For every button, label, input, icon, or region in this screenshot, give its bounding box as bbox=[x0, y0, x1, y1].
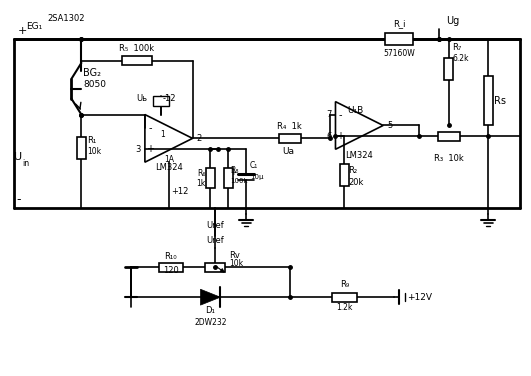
Text: 100k: 100k bbox=[230, 178, 248, 184]
Polygon shape bbox=[201, 289, 220, 305]
Text: +12: +12 bbox=[170, 188, 188, 197]
Text: 57160W: 57160W bbox=[383, 49, 415, 58]
Text: 1: 1 bbox=[160, 130, 165, 139]
Text: Rs: Rs bbox=[494, 96, 506, 106]
Text: R₁: R₁ bbox=[87, 136, 97, 145]
Text: BG₂: BG₂ bbox=[83, 68, 101, 78]
Text: U₁B: U₁B bbox=[347, 106, 364, 115]
Text: +12V: +12V bbox=[407, 293, 432, 302]
Bar bbox=[77, 137, 86, 159]
Text: R₃  10k: R₃ 10k bbox=[434, 154, 464, 163]
Text: -: - bbox=[148, 123, 152, 133]
Text: Uref: Uref bbox=[207, 236, 224, 245]
Text: Rv: Rv bbox=[229, 251, 240, 260]
Text: 10k: 10k bbox=[229, 259, 243, 268]
Bar bbox=[444, 58, 453, 80]
Bar bbox=[159, 263, 183, 272]
Text: R₆: R₆ bbox=[197, 168, 205, 177]
Text: 8050: 8050 bbox=[83, 80, 106, 89]
Text: +: + bbox=[146, 144, 154, 154]
Text: R₇: R₇ bbox=[452, 42, 462, 52]
Text: -: - bbox=[17, 193, 21, 206]
Text: LM324: LM324 bbox=[155, 163, 183, 172]
Text: R₄  1k: R₄ 1k bbox=[277, 122, 302, 131]
Bar bbox=[484, 76, 493, 126]
Text: 3: 3 bbox=[135, 145, 141, 153]
Text: 120: 120 bbox=[163, 266, 178, 275]
Bar bbox=[438, 132, 459, 141]
Text: U: U bbox=[14, 152, 22, 162]
Text: +: + bbox=[337, 131, 345, 141]
Bar bbox=[206, 168, 215, 188]
Text: in: in bbox=[22, 159, 29, 168]
Text: Ug: Ug bbox=[446, 16, 459, 26]
Bar bbox=[205, 263, 225, 272]
Text: 2SA1302: 2SA1302 bbox=[48, 14, 85, 23]
Text: C₁: C₁ bbox=[250, 161, 259, 170]
Text: -: - bbox=[339, 110, 342, 120]
Text: 1k: 1k bbox=[196, 179, 205, 188]
Bar bbox=[279, 134, 301, 143]
Text: -12: -12 bbox=[163, 94, 176, 103]
Bar bbox=[340, 164, 349, 186]
Text: 10μ: 10μ bbox=[250, 174, 263, 180]
Text: 10k: 10k bbox=[87, 147, 101, 156]
Text: R₅  100k: R₅ 100k bbox=[119, 44, 155, 53]
Text: 2DW232: 2DW232 bbox=[194, 317, 227, 326]
Text: +: + bbox=[18, 26, 27, 36]
Text: LM324: LM324 bbox=[346, 151, 373, 160]
Text: 5: 5 bbox=[387, 121, 392, 130]
Text: 1A: 1A bbox=[164, 155, 174, 164]
Text: R_i: R_i bbox=[393, 19, 405, 28]
Text: Uь: Uь bbox=[136, 94, 147, 103]
Text: EG₁: EG₁ bbox=[26, 22, 42, 31]
Text: Ua: Ua bbox=[282, 147, 294, 156]
Text: R₉: R₉ bbox=[340, 280, 349, 289]
Text: R₂: R₂ bbox=[348, 166, 357, 174]
Text: R₁₀: R₁₀ bbox=[165, 252, 177, 261]
Text: D₁: D₁ bbox=[205, 306, 216, 315]
Text: +: + bbox=[230, 170, 236, 176]
Text: 20k: 20k bbox=[348, 177, 364, 186]
Bar bbox=[153, 96, 169, 106]
Text: 6: 6 bbox=[326, 132, 331, 141]
Text: 1.2k: 1.2k bbox=[336, 303, 353, 312]
Bar bbox=[122, 56, 152, 65]
Text: R₈: R₈ bbox=[230, 166, 239, 174]
Bar bbox=[331, 293, 357, 302]
Text: 7: 7 bbox=[326, 110, 331, 119]
Bar bbox=[385, 33, 413, 45]
Text: 2: 2 bbox=[196, 134, 202, 143]
Text: Uref: Uref bbox=[207, 221, 224, 230]
Bar bbox=[224, 168, 233, 188]
Text: 6.2k: 6.2k bbox=[452, 55, 469, 64]
